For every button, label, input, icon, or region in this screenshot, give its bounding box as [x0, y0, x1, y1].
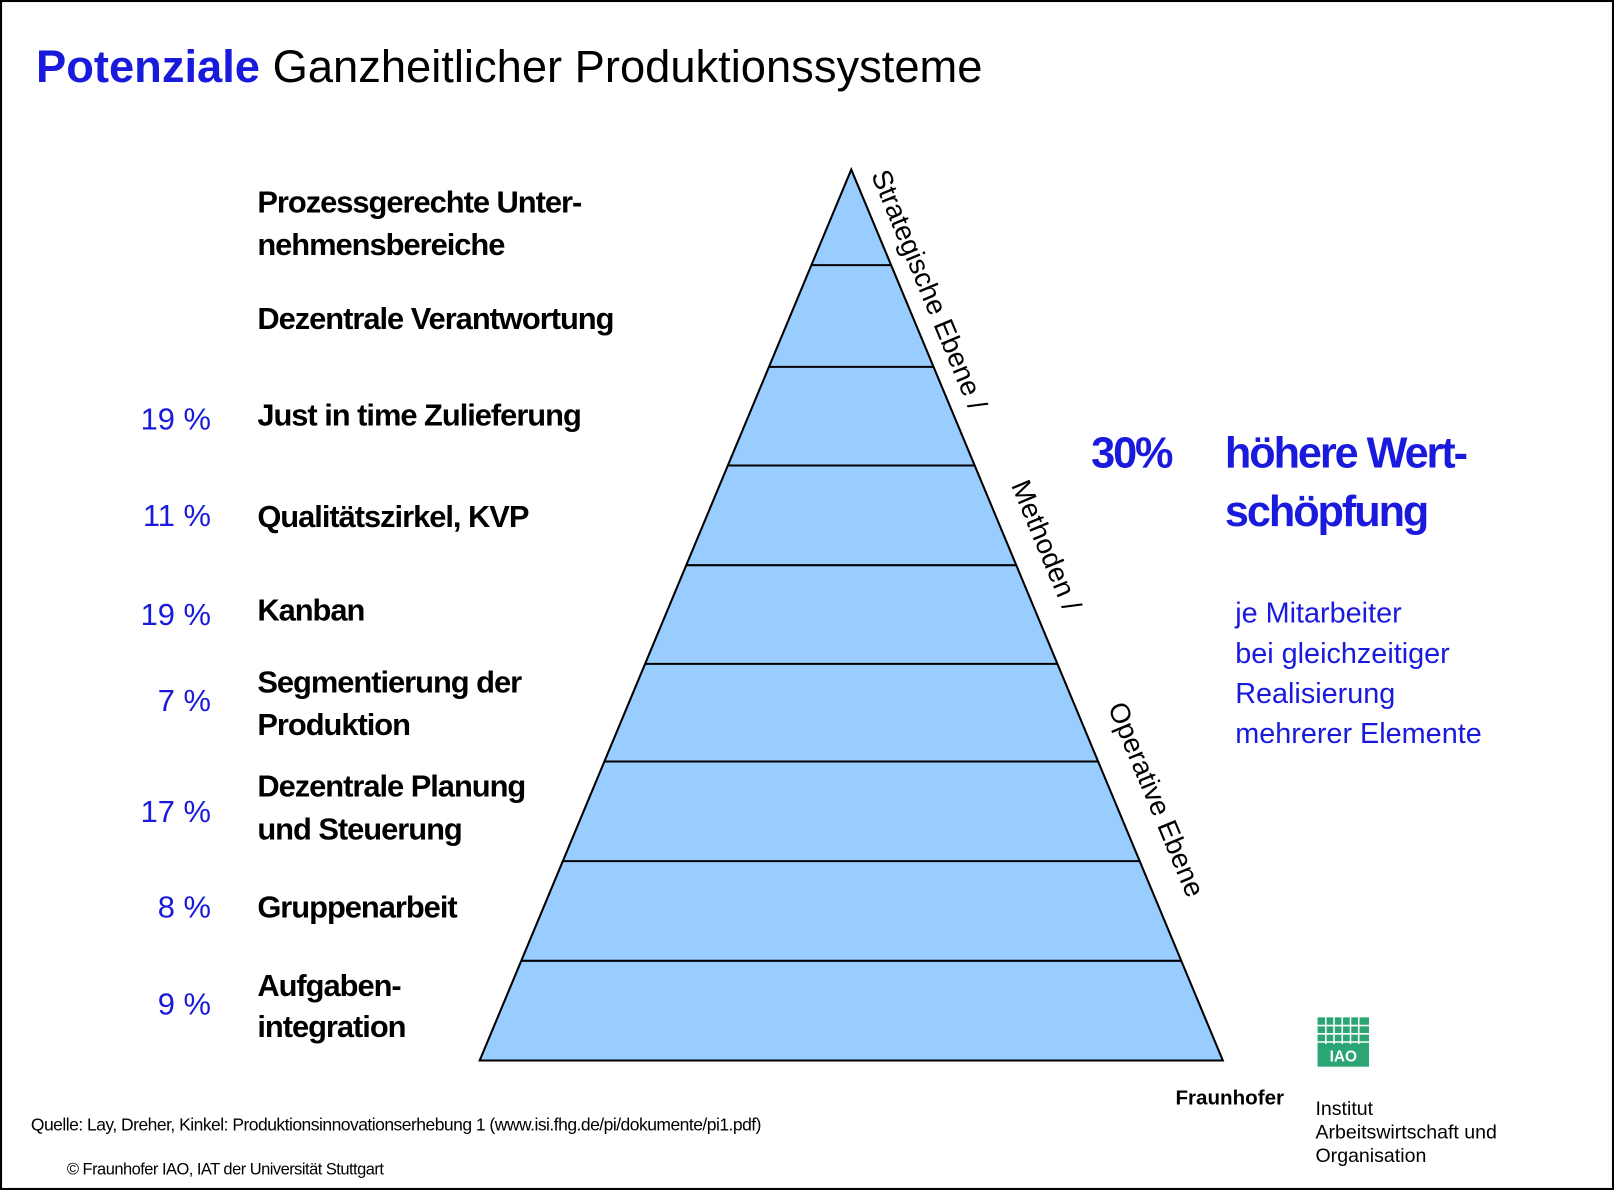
- logo-institute: Arbeitswirtschaft und: [1315, 1122, 1496, 1144]
- level-label: Gruppenarbeit: [257, 890, 457, 925]
- note: je Mitarbeiter: [1234, 598, 1402, 630]
- headline-value: 30%: [1091, 430, 1173, 478]
- note: bei gleichzeitiger: [1235, 638, 1450, 670]
- logo: IAO Fraunhofer Institut Arbeitswirtschaf…: [1176, 1017, 1497, 1167]
- level-label: Kanban: [257, 593, 364, 628]
- logo-name: Fraunhofer: [1176, 1087, 1285, 1110]
- copyright: © Fraunhofer IAO, IAT der Universität St…: [67, 1161, 384, 1179]
- level-percent: 8 %: [158, 890, 211, 925]
- level-label: Prozessgerechte Unter-: [257, 185, 582, 220]
- level-label: nehmensbereiche: [257, 227, 505, 262]
- headline-text: höhere Wert-: [1225, 430, 1467, 478]
- logo-institute: Organisation: [1315, 1145, 1426, 1167]
- level-label: integration: [257, 1009, 405, 1044]
- title-highlight: Potenziale: [36, 41, 260, 92]
- level-label: Segmentierung der: [257, 665, 522, 700]
- level-label: Produktion: [257, 707, 410, 742]
- logo-badge-text: IAO: [1330, 1049, 1357, 1066]
- level-percent: 17 %: [141, 794, 211, 829]
- pyramid: [478, 166, 1225, 1062]
- level-percent: 9 %: [158, 986, 211, 1021]
- level-label: Aufgaben-: [257, 968, 401, 1003]
- headline-text: schöpfung: [1225, 488, 1427, 536]
- level-label: Just in time Zulieferung: [257, 397, 580, 432]
- title: Potenziale Ganzheitlicher Produktionssys…: [36, 41, 982, 92]
- level-label: Qualitätszirkel, KVP: [257, 499, 529, 534]
- level-percent: 7 %: [158, 683, 211, 718]
- level-percent: 19 %: [141, 597, 211, 632]
- pyramid-body: [478, 166, 1225, 1062]
- level-percent: 19 %: [141, 402, 211, 437]
- note: Realisierung: [1235, 678, 1395, 710]
- source: Quelle: Lay, Dreher, Kinkel: Produktions…: [31, 1114, 761, 1134]
- note: mehrerer Elemente: [1235, 718, 1482, 750]
- level-percent: 11 %: [143, 498, 211, 533]
- level-label: und Steuerung: [257, 812, 461, 847]
- logo-grid: [1317, 1017, 1370, 1045]
- title-rest: Ganzheitlicher Produktionssysteme: [273, 41, 983, 92]
- level-label: Dezentrale Planung: [257, 768, 525, 803]
- level-label: Dezentrale Verantwortung: [257, 301, 613, 336]
- logo-institute: Institut: [1315, 1098, 1373, 1120]
